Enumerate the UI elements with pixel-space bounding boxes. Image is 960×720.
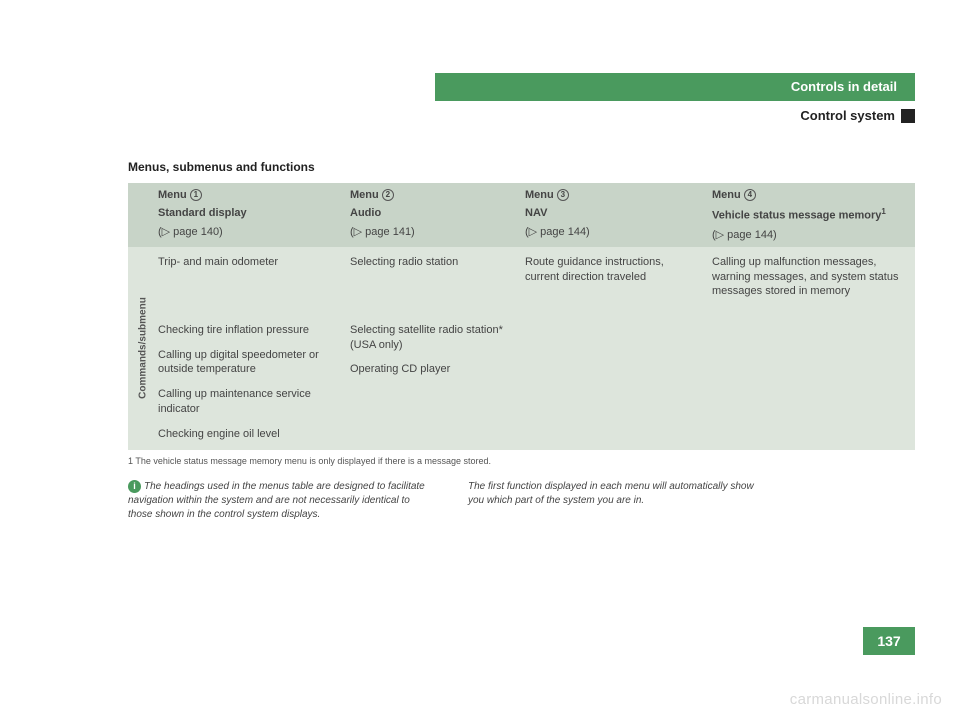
col-header-4: Menu 4 Vehicle status message memory1 (▷… [712,183,915,247]
col-sub: Audio [350,207,515,219]
side-label-text: Commands/submenu [138,297,149,399]
info-note-1: iThe headings used in the menus table ar… [128,480,428,522]
col-header-2: Menu 2 Audio (▷ page 141) [350,183,525,247]
col-body-2: Selecting radio station Selecting satelli… [350,247,525,450]
table-title: Menus, submenus and functions [128,160,315,174]
table-cell-item: Checking engine oil level [158,427,338,442]
section-marker-icon [901,109,915,123]
table-cell-item: Route guidance instructions, current dir… [525,255,700,285]
col-sub: Vehicle status message memory [712,210,881,222]
info-notes: iThe headings used in the menus table ar… [128,480,915,522]
table-cell-item: Operating CD player [350,362,513,377]
info-icon: i [128,480,141,493]
table-header-row: Menu 1 Standard display (▷ page 140) Men… [128,183,915,247]
table-footnote: 1 The vehicle status message memory menu… [128,456,915,466]
info-note-2: The first function displayed in each men… [468,480,768,522]
menu-label: Menu [350,189,379,201]
table-cell-item: Calling up maintenance service indicator [158,387,338,417]
menu-label: Menu [712,189,741,201]
side-label-spacer [128,183,158,247]
col-header-1: Menu 1 Standard display (▷ page 140) [158,183,350,247]
side-label: Commands/submenu [128,247,158,450]
circled-3-icon: 3 [557,189,569,201]
table-cell-item: Trip- and main odometer [158,255,338,313]
note-text: The headings used in the menus table are… [128,481,425,520]
circled-4-icon: 4 [744,189,756,201]
footnote-ref: 1 [881,207,885,216]
menu-table: Menu 1 Standard display (▷ page 140) Men… [128,183,915,450]
menu-label: Menu [525,189,554,201]
note-text: The first function displayed in each men… [468,481,754,506]
table-body-row: Commands/submenu Trip- and main odometer… [128,247,915,450]
menu-label: Menu [158,189,187,201]
col-body-4: Calling up malfunction messages, warning… [712,247,915,450]
col-sub: NAV [525,207,702,219]
col-page: (▷ page 144) [525,225,702,238]
col-header-3: Menu 3 NAV (▷ page 144) [525,183,712,247]
col-sub: Standard display [158,207,340,219]
col-page: (▷ page 140) [158,225,340,238]
section-header-text: Control system [800,108,895,123]
circled-2-icon: 2 [382,189,394,201]
col-page: (▷ page 144) [712,228,905,241]
table-cell-item: Selecting satellite radio station* (USA … [350,323,513,353]
table-cell-item: Selecting radio station [350,255,513,313]
section-header: Control system [435,108,915,123]
watermark: carmanualsonline.info [790,691,942,708]
page-number-badge: 137 [863,627,915,655]
table-cell-item: Checking tire inflation pressure [158,323,338,338]
chapter-bar: Controls in detail [435,73,915,101]
circled-1-icon: 1 [190,189,202,201]
col-body-1: Trip- and main odometer Checking tire inf… [158,247,350,450]
col-body-3: Route guidance instructions, current dir… [525,247,712,450]
table-cell-item: Calling up malfunction messages, warning… [712,255,903,300]
col-page: (▷ page 141) [350,225,515,238]
table-cell-item: Calling up digital speedometer or outsid… [158,348,338,378]
